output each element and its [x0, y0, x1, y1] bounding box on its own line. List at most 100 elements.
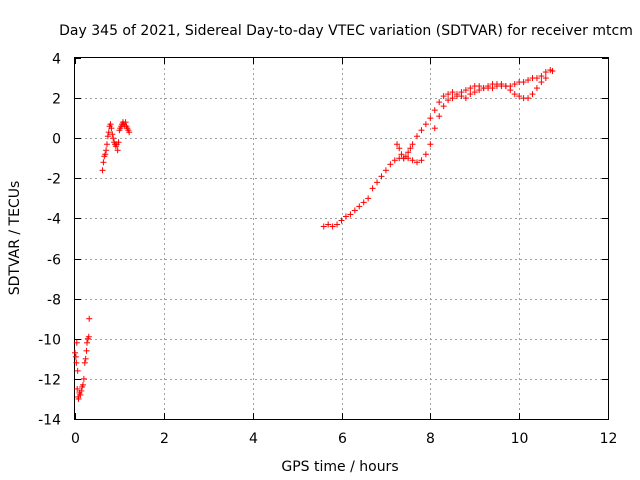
data-point	[549, 68, 556, 75]
data-point	[414, 159, 421, 166]
x-tick-label: 8	[426, 431, 435, 447]
data-point	[342, 213, 349, 220]
data-point	[436, 113, 443, 120]
data-point	[467, 85, 474, 92]
data-point	[378, 173, 385, 180]
data-point	[422, 121, 429, 128]
data-point	[374, 179, 381, 186]
data-point	[394, 141, 401, 148]
data-point	[440, 93, 447, 100]
data-point	[83, 339, 90, 346]
y-axis-label: SDTVAR / TECUs	[7, 181, 23, 296]
data-point	[405, 149, 412, 156]
data-point	[409, 141, 416, 148]
x-tick-label: 10	[511, 431, 529, 447]
data-point	[467, 91, 474, 98]
data-point	[485, 83, 492, 90]
data-point	[72, 353, 79, 360]
data-point	[100, 159, 107, 166]
data-point	[351, 207, 358, 214]
data-point	[107, 121, 114, 128]
data-point	[396, 145, 403, 152]
data-point	[83, 347, 90, 354]
data-point	[103, 147, 110, 154]
data-point	[126, 129, 133, 136]
data-point	[462, 95, 469, 102]
y-tick-label: 2	[52, 92, 61, 108]
data-point	[73, 359, 80, 366]
axis-ticks: 0 2 4 6 8 10 12 -14 -12 -10 -8 -6 -4 -2 0 2 4	[38, 52, 617, 448]
grid-lines	[75, 58, 608, 419]
data-point	[110, 135, 117, 142]
data-point	[511, 81, 518, 88]
data-point	[449, 89, 456, 96]
y-tick-label: 0	[52, 132, 61, 148]
data-point	[502, 83, 509, 90]
data-point	[476, 83, 483, 90]
data-point	[542, 75, 549, 82]
data-point	[329, 223, 336, 230]
data-point	[542, 69, 549, 76]
data-point	[80, 375, 87, 382]
data-point	[73, 339, 80, 346]
data-point	[74, 367, 81, 374]
data-point	[115, 139, 122, 146]
y-tick-label: -10	[38, 333, 61, 349]
x-tick-label: 4	[249, 431, 258, 447]
data-point	[525, 95, 532, 102]
data-point	[85, 333, 92, 340]
plot-frame	[74, 57, 609, 420]
data-point	[108, 125, 115, 132]
data-point	[449, 95, 456, 102]
data-point	[105, 129, 112, 136]
y-tick-label: -12	[38, 373, 61, 389]
data-point	[334, 221, 341, 228]
data-point	[114, 147, 121, 154]
data-point	[409, 157, 416, 164]
data-point	[382, 167, 389, 174]
data-point	[480, 85, 487, 92]
data-point	[122, 119, 129, 126]
data-point	[325, 221, 332, 228]
data-point	[507, 87, 514, 94]
data-point	[431, 125, 438, 132]
data-point	[77, 391, 84, 398]
data-point	[538, 79, 545, 86]
x-axis-label: GPS time / hours	[281, 459, 398, 475]
data-point	[533, 75, 540, 82]
x-tick-label: 0	[71, 431, 80, 447]
data-point	[356, 203, 363, 210]
data-point	[498, 81, 505, 88]
data-point	[511, 91, 518, 98]
data-point	[104, 133, 111, 140]
data-point	[431, 107, 438, 114]
data-point	[109, 131, 116, 138]
data-point	[75, 395, 82, 402]
data-points	[72, 67, 556, 402]
y-tick-label: -8	[47, 293, 61, 309]
data-point	[347, 211, 354, 218]
y-tick-label: -4	[47, 212, 61, 228]
y-tick-label: -2	[47, 172, 61, 188]
chart-title: Day 345 of 2021, Sidereal Day-to-day VTE…	[59, 23, 633, 39]
data-point	[516, 93, 523, 100]
data-point	[533, 85, 540, 92]
data-point	[74, 385, 81, 392]
data-point	[414, 133, 421, 140]
x-tick-label: 2	[160, 431, 169, 447]
data-point	[453, 91, 460, 98]
data-point	[529, 91, 536, 98]
data-point	[79, 381, 86, 388]
data-point	[99, 167, 106, 174]
data-point	[402, 153, 409, 160]
y-tick-label: -6	[47, 253, 61, 269]
data-point	[102, 151, 109, 158]
x-tick-label: 6	[338, 431, 347, 447]
x-tick-label: 12	[600, 431, 618, 447]
data-point	[387, 161, 394, 168]
data-point	[103, 141, 110, 148]
data-point	[391, 157, 398, 164]
data-point	[72, 349, 78, 356]
y-tick-label: -14	[38, 413, 61, 429]
